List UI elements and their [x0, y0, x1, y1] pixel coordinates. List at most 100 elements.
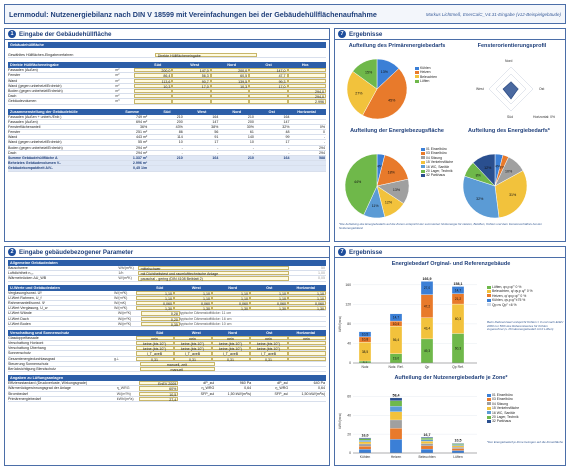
select-field[interactable]: 0,31 [212, 356, 250, 362]
input-cell[interactable]: 10,3 [210, 83, 250, 89]
input-cell[interactable]: 0,35 [140, 321, 180, 327]
select-field[interactable]: keine (bis 10°) [212, 341, 250, 346]
input-cell[interactable]: 147,0 [249, 68, 288, 73]
value-cell[interactable]: EnEV 2009 [139, 381, 179, 386]
input-cell[interactable]: 1,10 [250, 290, 288, 296]
input-cell[interactable] [210, 99, 250, 104]
input-cell[interactable]: 0,060 [288, 300, 326, 306]
pie2-label: 11% [372, 204, 380, 208]
input-cell[interactable]: 99,3 [249, 78, 288, 84]
input-cell[interactable]: 1,10 [250, 295, 288, 301]
select-field[interactable]: keine (bis 10°) [174, 341, 212, 346]
input-cell[interactable]: 60,5 [210, 73, 250, 78]
select-field[interactable]: I_T_aveB [250, 351, 288, 356]
bar-segment [451, 444, 465, 446]
input-cell[interactable]: 1,30 [288, 306, 326, 311]
select-field[interactable]: mit Dichtheitstest und raumlufttechnisch… [137, 271, 289, 276]
select-field[interactable]: nein [136, 335, 174, 341]
input-cell[interactable]: 47,7 [249, 73, 288, 78]
select-field[interactable] [288, 341, 326, 346]
input-cell[interactable] [249, 94, 288, 99]
select-field[interactable]: I_T_aveB [174, 351, 212, 356]
input-cell[interactable] [287, 73, 326, 78]
input-cell[interactable] [210, 94, 250, 99]
select-field[interactable] [288, 351, 326, 356]
select-field[interactable] [288, 346, 326, 351]
input-cell[interactable]: 0,060 [250, 300, 288, 306]
select-field[interactable]: 0,31 [250, 356, 288, 362]
value-cell[interactable]: 27,4 [139, 396, 179, 402]
input-cell[interactable]: 0,28 [140, 311, 180, 316]
input-cell[interactable]: 1,10 [288, 295, 326, 301]
select-field[interactable]: keine (bis 10°) [136, 341, 174, 346]
select-field[interactable]: keine (bis 10°) [174, 346, 212, 351]
value-cell[interactable]: 60% [139, 386, 179, 391]
input-cell[interactable]: 294,0 [287, 94, 326, 99]
input-cell[interactable] [172, 88, 211, 94]
select-field[interactable]: 0,31 [174, 356, 212, 362]
input-cell[interactable] [249, 88, 288, 94]
input-cell[interactable]: 1,30 [250, 306, 288, 311]
select-field[interactable]: manuell [139, 367, 215, 372]
input-cell[interactable] [287, 83, 326, 88]
select-field[interactable]: nein [250, 335, 288, 341]
input-cell[interactable]: 1,10 [212, 290, 250, 296]
input-cell[interactable]: 86,4 [133, 73, 173, 78]
value-cell: - [252, 145, 254, 150]
input-cell[interactable]: 147,0 [172, 68, 211, 73]
select-field[interactable]: keine (bis 10°) [250, 346, 288, 351]
input-cell[interactable] [210, 88, 250, 94]
select-field[interactable]: nein [174, 335, 212, 341]
input-cell[interactable]: 10,3 [133, 83, 173, 89]
pie2-label: 13% [393, 188, 401, 192]
input-cell[interactable]: 0,20 [140, 316, 180, 322]
input-cell[interactable] [133, 88, 173, 94]
input-cell[interactable]: 1,30 [174, 306, 212, 311]
input-cell[interactable]: 113,6 [133, 78, 173, 84]
select-field[interactable]: pauschal - gering (DIN 4108 Beiblatt 2) [137, 276, 289, 281]
input-cell[interactable]: 17,0 [172, 83, 211, 89]
select-field[interactable]: keine (bis 10°) [136, 346, 174, 351]
input-cell[interactable]: 139,5 [210, 78, 250, 84]
input-cell[interactable]: 1,30 [136, 306, 174, 311]
select-field[interactable]: I_T_aveB [212, 351, 250, 356]
select-field[interactable]: nein [288, 335, 326, 341]
input-cell[interactable]: 200,0 [210, 68, 250, 73]
input-cell[interactable]: 0,060 [212, 300, 250, 306]
select-field[interactable] [288, 356, 326, 361]
input-cell[interactable]: 1,30 [212, 306, 250, 311]
input-cell[interactable] [133, 94, 173, 99]
shading-row: Verschattung Überhang keine (bis 10°) kein… [8, 346, 326, 352]
method-select[interactable]: Direkte Hüllflächeneingabe [154, 53, 257, 58]
input-cell[interactable]: 200,0 [133, 68, 173, 73]
input-cell[interactable]: 294,0 [287, 88, 326, 94]
input-cell[interactable]: 90,7 [172, 78, 211, 84]
input-cell[interactable]: 1,10 [136, 295, 174, 301]
bar-segment-label: 49,3 [424, 349, 430, 353]
input-cell[interactable]: 0,060 [174, 300, 212, 306]
select-field[interactable]: manuell, zeit [139, 361, 215, 367]
input-cell[interactable]: 1,10 [136, 290, 174, 296]
input-cell[interactable] [287, 68, 326, 73]
input-cell[interactable]: 0,060 [136, 300, 174, 306]
select-field[interactable]: mittelschwer [137, 266, 289, 271]
input-cell[interactable]: 56,3 [172, 73, 211, 78]
input-cell[interactable] [133, 99, 173, 104]
input-cell[interactable]: 1,10 [288, 290, 326, 296]
input-cell[interactable]: 2.996 [287, 99, 326, 104]
select-field[interactable]: keine (bis 10°) [250, 341, 288, 346]
select-field[interactable]: nein [212, 335, 250, 341]
input-cell[interactable]: 1,10 [212, 295, 250, 301]
input-cell[interactable]: 1,10 [174, 290, 212, 296]
unit: m² [115, 88, 120, 93]
select-field[interactable]: 0,31 [136, 356, 174, 362]
input-cell[interactable] [172, 99, 211, 104]
select-field[interactable]: I_T_aveB [136, 351, 174, 356]
input-cell[interactable]: 1,10 [174, 295, 212, 301]
input-cell[interactable]: 17,0 [249, 83, 288, 89]
select-field[interactable]: keine (bis 10°) [212, 346, 250, 351]
input-cell[interactable] [172, 94, 211, 99]
input-cell[interactable] [249, 99, 288, 104]
input-cell[interactable] [287, 78, 326, 83]
value-cell[interactable]: 10,5 [139, 391, 179, 397]
